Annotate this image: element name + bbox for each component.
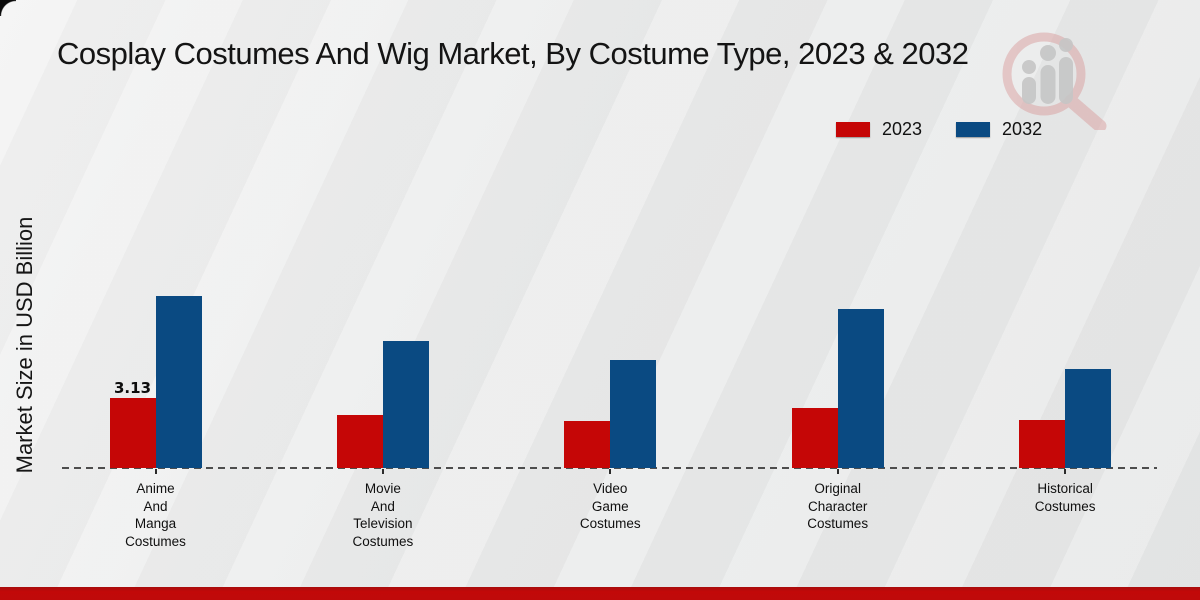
bar-2023-movie-and-television-costumes [336, 415, 383, 468]
bar-2032-anime-and-manga-costumes [155, 296, 202, 468]
magnifier-ring-icon [1002, 32, 1086, 116]
category-label-historical-costumes: Historical Costumes [1034, 481, 1096, 514]
legend-swatch-2023 [836, 122, 870, 137]
bar-2023-anime-and-manga-costumes [109, 398, 156, 468]
chart-title: Cosplay Costumes And Wig Market, By Cost… [57, 36, 969, 71]
bar-value-label: 3.13 [113, 379, 152, 397]
corner-artifact [0, 0, 16, 16]
x-axis-tick [154, 469, 157, 474]
category-label-video-game-costumes: Video Game Costumes [579, 481, 641, 531]
magnifier-logo-watermark [1002, 32, 1107, 130]
category-label-anime-and-manga-costumes: Anime And Manga Costumes [125, 481, 186, 549]
bar-2032-original-character-costumes [837, 309, 884, 468]
category-label-movie-and-television-costumes: Movie And Television Costumes [352, 481, 414, 549]
x-axis-tick [609, 469, 612, 474]
x-axis-tick [381, 469, 384, 474]
bar-2032-movie-and-television-costumes [382, 341, 429, 468]
bar-2032-historical-costumes [1065, 369, 1112, 468]
legend-item-2032: 2032 [956, 119, 1042, 140]
legend-swatch-2032 [956, 122, 991, 137]
x-axis-tick [1064, 469, 1067, 474]
bar-2023-original-character-costumes [791, 408, 838, 468]
magnifier-handle-icon [1064, 94, 1107, 130]
bar-people-icon [1022, 38, 1073, 104]
legend-label: 2023 [882, 119, 923, 139]
legend: 2023 2032 [836, 119, 1042, 140]
legend-label: 2032 [1002, 119, 1043, 139]
bottom-red-bar [0, 587, 1200, 600]
bar-2032-video-game-costumes [610, 360, 657, 468]
x-axis-tick [836, 469, 839, 474]
category-label-original-character-costumes: Original Character Costumes [807, 481, 869, 531]
bar-2023-historical-costumes [1019, 420, 1066, 468]
y-axis-label: Market Size in USD Billion [12, 216, 37, 474]
bar-2023-video-game-costumes [564, 421, 611, 468]
legend-item-2023: 2023 [836, 119, 922, 140]
